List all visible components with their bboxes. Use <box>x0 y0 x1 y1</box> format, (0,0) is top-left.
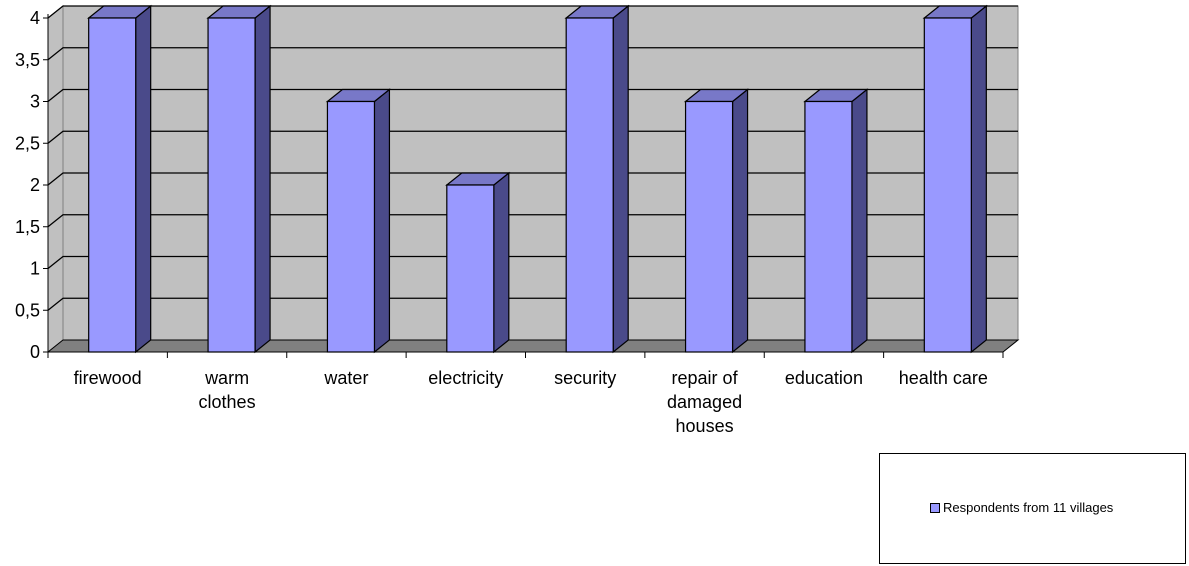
x-tick-label: water <box>323 368 368 388</box>
legend-entry: Respondents from 11 villages <box>930 500 1113 515</box>
bar-front <box>804 100 853 353</box>
x-tick-label: firewood <box>74 368 142 388</box>
y-tick-label: 2,5 <box>15 133 40 153</box>
bar-side <box>373 88 391 354</box>
bar <box>325 88 392 354</box>
bar-side <box>731 88 749 354</box>
bar <box>445 171 511 354</box>
y-tick-label: 3 <box>30 92 40 112</box>
bar <box>564 4 630 354</box>
y-tick-label: 1,5 <box>15 217 40 237</box>
bar-side <box>135 4 152 354</box>
bars <box>86 4 989 354</box>
bar-front <box>684 100 734 353</box>
bar <box>206 4 272 354</box>
y-tick-label: 0,5 <box>15 300 40 320</box>
x-tick-label: warm clothes <box>199 368 256 412</box>
y-tick-label: 3,5 <box>15 50 40 70</box>
bar-side <box>254 4 271 354</box>
bar-side <box>612 4 629 354</box>
bar-front <box>446 184 495 353</box>
y-tick-label: 4 <box>30 8 40 28</box>
x-tick-label: education <box>785 368 863 388</box>
bar-chart: 0 0,5 1 1,5 2 2,5 3 3,5 4 firewood warm clothes wat… <box>15 4 1020 436</box>
legend-swatch <box>930 502 940 513</box>
y-tick-label: 1 <box>30 259 40 279</box>
x-tick-label: security <box>554 368 616 388</box>
bar-front <box>923 17 972 353</box>
y-tick-label: 0 <box>30 342 40 362</box>
bar-front <box>326 100 376 353</box>
bar <box>803 88 869 354</box>
bar <box>683 88 750 354</box>
bar <box>86 4 153 354</box>
legend-label: Respondents from 11 villages <box>943 500 1114 515</box>
gridline <box>47 47 1018 61</box>
x-tick-labels: firewood warm clothes water electricity secur… <box>74 368 988 436</box>
bar <box>922 4 989 354</box>
bar-side <box>970 4 987 354</box>
bar-front <box>88 17 137 353</box>
plot-walls <box>46 4 1020 354</box>
gridline <box>47 5 1018 19</box>
legend: Respondents from 11 villages <box>879 453 1186 564</box>
y-tick-labels: 0 0,5 1 1,5 2 2,5 3 3,5 4 <box>15 8 40 362</box>
bar-front <box>565 17 614 353</box>
floor <box>46 339 1020 353</box>
bar-side <box>851 88 868 354</box>
bar-front <box>207 17 256 353</box>
x-tick-label: electricity <box>428 368 503 388</box>
x-tick-label: health care <box>899 368 988 388</box>
bar-side <box>493 171 510 354</box>
y-tick-label: 2 <box>30 175 40 195</box>
x-tick-label: repair of damaged houses <box>667 368 742 436</box>
